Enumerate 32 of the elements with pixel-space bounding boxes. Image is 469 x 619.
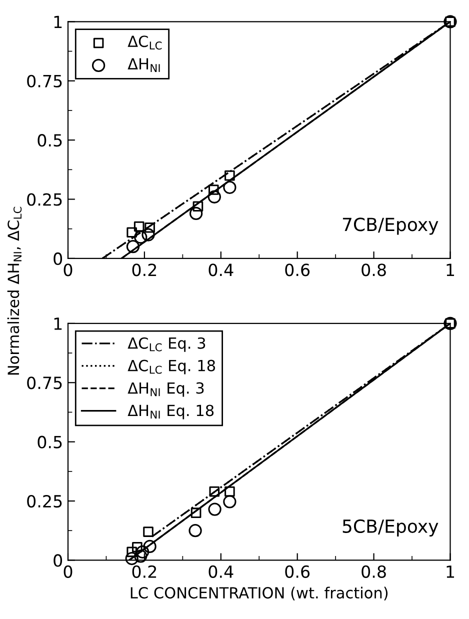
x-tick-label: 0: [64, 565, 72, 578]
y-tick-label: 0.75: [27, 376, 62, 390]
annotation: 7CB/Epoxy: [342, 218, 438, 235]
y-tick-label: 0.5: [38, 134, 62, 147]
y-tick-label: 0.75: [27, 74, 62, 88]
legend-label: ΔH$_{NI}$ Eq. 18: [128, 404, 214, 420]
legend-label: ΔC$_{LC}$: [128, 36, 162, 50]
annotation: 5CB/Epoxy: [342, 519, 438, 537]
x-tick-label: 0.4: [208, 565, 234, 578]
legend-label: ΔC$_{LC}$ Eq. 3: [128, 337, 206, 352]
x-tick-label: 0.8: [362, 565, 386, 578]
y-tick-label: 0.25: [27, 193, 62, 206]
x-tick-label: 0.6: [285, 264, 310, 276]
y-tick-label: 1: [54, 16, 62, 28]
x-tick-label: 0.2: [132, 565, 156, 578]
x-tick-label: 0: [64, 264, 72, 276]
y-tick-label: 0: [54, 554, 62, 567]
x-tick-label: 0.6: [285, 565, 310, 578]
x-tick-label: 1: [446, 264, 454, 276]
y-axis-title: Normalized ΔH$_{NI}$, ΔC$_{LC}$: [7, 206, 22, 375]
x-tick-label: 0.8: [362, 264, 386, 276]
x-tick-label: 1: [446, 566, 454, 578]
y-tick-label: 1: [54, 318, 62, 330]
y-tick-label: 0.25: [27, 494, 62, 508]
x-axis-title: LC CONCENTRATION (wt. fraction): [130, 586, 388, 600]
legend-label: ΔC$_{LC}$ Eq. 18: [128, 360, 216, 374]
y-tick-label: 0: [54, 252, 62, 265]
x-tick-label: 0.2: [132, 264, 156, 276]
legend-label: ΔH$_{NI}$ Eq. 3: [128, 382, 204, 397]
x-tick-label: 0.4: [208, 264, 234, 276]
y-tick-label: 0.5: [38, 436, 62, 448]
legend-label: ΔH$_{NI}$: [128, 58, 160, 72]
